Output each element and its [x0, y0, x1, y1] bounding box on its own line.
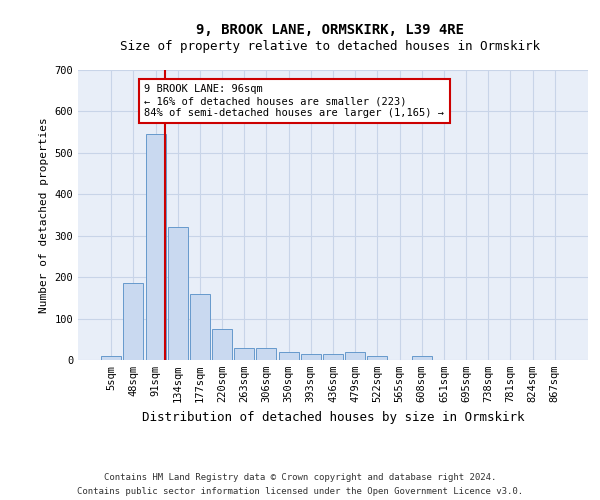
Bar [301, 354, 321, 360]
Bar [234, 348, 254, 360]
Bar [345, 352, 365, 360]
Bar [278, 352, 299, 360]
Text: Size of property relative to detached houses in Ormskirk: Size of property relative to detached ho… [120, 40, 540, 53]
Bar [412, 356, 432, 360]
Bar [367, 356, 388, 360]
Bar [256, 348, 277, 360]
Y-axis label: Number of detached properties: Number of detached properties [39, 117, 49, 313]
Bar [101, 356, 121, 360]
Bar [124, 284, 143, 360]
Bar [323, 354, 343, 360]
Bar [168, 228, 188, 360]
Bar [146, 134, 166, 360]
Bar [190, 294, 210, 360]
Text: Contains HM Land Registry data © Crown copyright and database right 2024.: Contains HM Land Registry data © Crown c… [104, 472, 496, 482]
Bar [212, 329, 232, 360]
X-axis label: Distribution of detached houses by size in Ormskirk: Distribution of detached houses by size … [142, 410, 524, 424]
Text: 9 BROOK LANE: 96sqm
← 16% of detached houses are smaller (223)
84% of semi-detac: 9 BROOK LANE: 96sqm ← 16% of detached ho… [145, 84, 444, 117]
Text: Contains public sector information licensed under the Open Government Licence v3: Contains public sector information licen… [77, 488, 523, 496]
Text: 9, BROOK LANE, ORMSKIRK, L39 4RE: 9, BROOK LANE, ORMSKIRK, L39 4RE [196, 22, 464, 36]
